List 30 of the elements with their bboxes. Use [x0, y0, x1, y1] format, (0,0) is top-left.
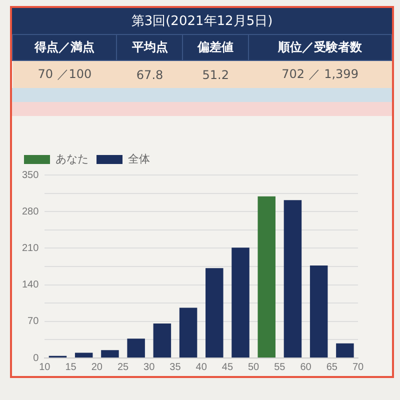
text: 51.2	[182, 60, 249, 88]
x-tick-label: 65	[326, 362, 338, 373]
x-tick-label: 50	[248, 362, 260, 373]
x-tick-label: 60	[300, 362, 312, 373]
x-tick-label: 25	[117, 362, 130, 373]
text: 得点／満点	[12, 34, 117, 60]
x-tick-label: 10	[39, 362, 51, 373]
chart-title: 第3回(2021年12月5日)	[12, 8, 392, 34]
x-tick-label: 40	[196, 362, 208, 373]
x-tick-label: 15	[65, 362, 77, 373]
y-tick-label: 0	[33, 352, 40, 364]
x-tick-label: 30	[144, 362, 156, 373]
text: 順位／受験者数	[248, 34, 392, 60]
x-tick-label: 70	[352, 362, 364, 373]
x-tick-label: 35	[170, 362, 182, 373]
legend-label: あなた	[56, 154, 88, 166]
legend-label: 全体	[128, 154, 150, 166]
text: 702 ／ 1,399	[248, 60, 392, 88]
y-tick-label: 350	[22, 170, 40, 181]
x-tick-label: 20	[91, 362, 103, 373]
text: 平均点	[116, 34, 183, 60]
text: 70 ／100	[12, 60, 117, 88]
text: 67.8	[116, 60, 183, 88]
x-tick-label: 55	[274, 362, 286, 373]
x-tick-label: 45	[222, 362, 234, 373]
y-tick-label: 210	[22, 242, 40, 254]
y-tick-label: 140	[22, 280, 40, 291]
y-tick-label: 70	[28, 316, 40, 328]
y-tick-label: 280	[22, 206, 40, 218]
text: 偏差値	[182, 34, 249, 60]
